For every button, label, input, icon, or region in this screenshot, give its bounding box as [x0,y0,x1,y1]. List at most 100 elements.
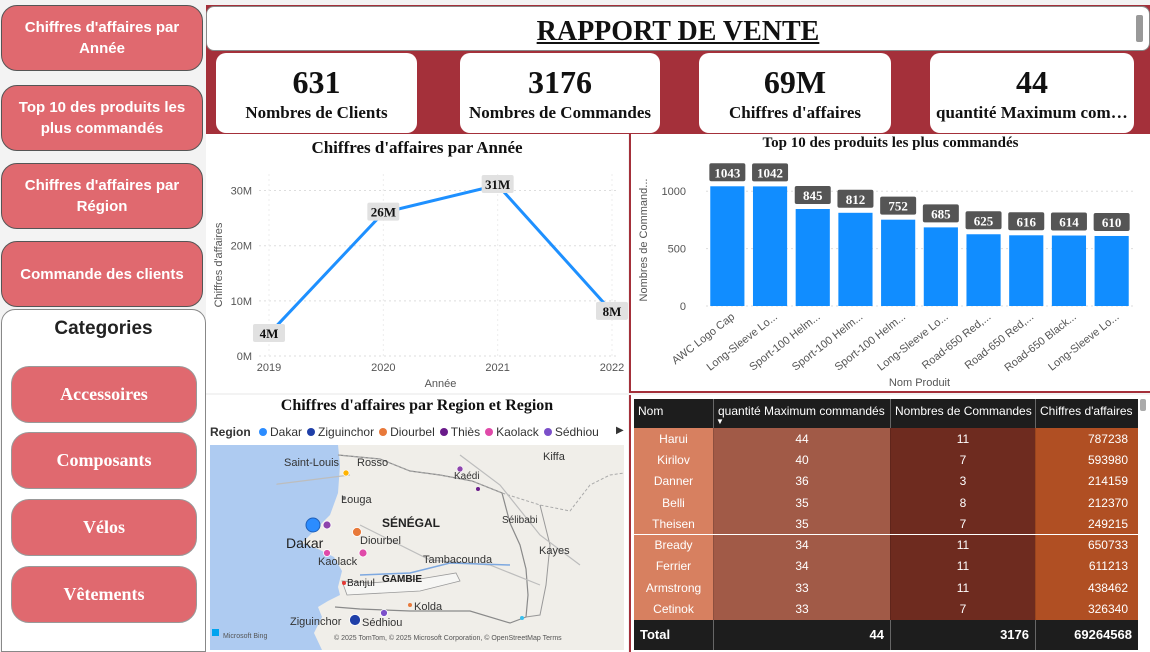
nav-button-ca-region[interactable]: Chiffres d'affaires par Région [1,163,203,229]
bubble-ziguinchor[interactable] [349,614,361,626]
bar[interactable] [1009,235,1044,306]
svg-text:1042: 1042 [757,165,783,180]
bar[interactable] [710,186,745,306]
nav-button-commande-clients[interactable]: Commande des clients [1,241,203,307]
svg-text:685: 685 [931,206,951,221]
y-tick-label: 500 [668,244,686,256]
data-label: 614 [1050,212,1087,231]
table-cell: 33 [713,577,890,599]
column-header[interactable]: quantité Maximum commandés [713,399,890,428]
bar[interactable] [881,219,916,306]
y-tick-label: 10M [231,296,252,308]
scrollbar-thumb[interactable] [1136,15,1143,42]
svg-text:625: 625 [974,213,994,228]
bar[interactable] [795,209,830,306]
x-tick-label: Long-Sleeve Lo... [1046,311,1121,374]
nav-button-ca-annee[interactable]: Chiffres d'affaires par Année [1,5,203,71]
kpi-value: 69M [763,64,827,100]
bar[interactable] [1051,235,1087,306]
kpi-card-clients: 631 Nombres de Clients [216,53,417,133]
categories-title: Categories [54,318,153,339]
legend-item[interactable]: Dakar [259,425,302,439]
x-tick-label: 2022 [600,362,624,374]
table-cell: Ferrier [634,555,713,578]
column-header[interactable]: Nom [638,404,664,418]
kpi-card-commandes: 3176 Nombres de Commandes [460,53,660,133]
bubble-sedhiou[interactable] [380,609,388,617]
bar[interactable] [752,186,788,306]
x-tick-label: 2021 [485,362,509,374]
y-axis-title: Chiffres d'affaires [213,222,225,307]
map-label: Saint-Louis [284,457,340,469]
data-label: 4M [253,323,285,342]
categories-slicer: Categories Accessoires Composants Vélos … [1,309,206,652]
table-cell: 33 [713,598,890,620]
svg-text:752: 752 [888,199,908,214]
bubble-thies[interactable] [322,520,332,530]
table-cell: 212370 [1035,491,1138,514]
svg-text:8M: 8M [603,304,622,319]
bubble-dakar[interactable] [305,517,321,533]
bubble-kaolack[interactable] [358,548,368,558]
data-label: 845 [794,186,831,205]
sort-desc-icon[interactable]: ▼ [716,416,724,426]
page-title: RAPPORT DE VENTE [536,16,820,47]
column-header[interactable]: Chiffres d'affaires [1035,399,1138,428]
table-cell: Bready [634,534,713,556]
x-tick-label: Sport-100 Helm... [790,311,865,374]
x-tick-label: Sport-100 Helm... [747,311,822,374]
map-label: GAMBIE [382,574,422,585]
category-button-accessoires[interactable]: Accessoires [11,366,197,423]
legend-item[interactable]: Kaolack [485,425,539,439]
map-label: Ziguinchor [290,616,342,628]
data-label: 752 [880,196,917,215]
table-cell: 8 [890,491,1035,514]
kpi-value: 3176 [528,64,592,100]
kpi-label: Nombres de Clients [245,103,388,122]
bubble-kaolack-2[interactable] [323,549,331,557]
legend-label: Thiès [450,425,481,439]
svg-text:610: 610 [1102,215,1122,230]
y-tick-label: 20M [231,241,252,253]
table-cell: Armstrong [634,577,713,599]
column-header[interactable]: Nombres de Commandes [890,399,1035,428]
table-cell: 34 [713,555,890,578]
legend-label: Kaolack [496,425,539,439]
bar-chart: 0 500 1000 Nombres de Command... Nom Produit… [638,163,1133,389]
kpi-card-quantite: 44 quantité Maximum commandés [930,53,1134,133]
bar[interactable] [923,227,958,306]
legend-dot-icon [543,428,552,436]
legend-label: Dakar [270,425,303,439]
map-label: Sédhiou [362,617,402,629]
category-button-vetements[interactable]: Vêtements [11,566,197,623]
map-copyright: © 2025 TomTom, © 2025 Microsoft Corporat… [334,634,562,642]
nav-button-top10[interactable]: Top 10 des produits les plus commandés [1,85,203,151]
map-canvas[interactable]: Saint-Louis Rosso Kiffa Kaédi Louga SÉNÉ… [210,445,624,650]
legend-next-icon[interactable]: ▶ [616,425,624,436]
legend-item[interactable]: Sédhiou [543,425,599,439]
category-button-velos[interactable]: Vélos [11,499,197,556]
bar[interactable] [838,212,873,306]
x-axis-title: Année [425,378,457,390]
bar[interactable] [966,234,1001,306]
legend-item[interactable]: Ziguinchor [307,425,374,439]
bubble-diourbel[interactable] [352,527,362,537]
data-label: 685 [922,204,959,223]
table-scrollbar[interactable] [1140,399,1146,411]
map-label: Tambacounda [423,554,493,566]
data-label: 31M [481,175,514,194]
table-cell: 7 [890,598,1035,620]
table-cell: 11 [890,428,1035,450]
category-button-composants[interactable]: Composants [11,432,197,489]
category-label: Vélos [83,517,125,537]
bar[interactable] [1094,235,1129,306]
legend-item[interactable]: Thiès [439,425,481,439]
table-cell: Cetinok [634,598,713,620]
table-cell: 11 [890,555,1035,578]
svg-text:4M: 4M [260,326,279,341]
legend-dot-icon [485,428,494,436]
title-box: RAPPORT DE VENTE [206,6,1150,51]
x-tick-label: 2020 [371,362,395,374]
legend-item[interactable]: Diourbel [379,425,435,439]
svg-text:845: 845 [803,188,823,203]
